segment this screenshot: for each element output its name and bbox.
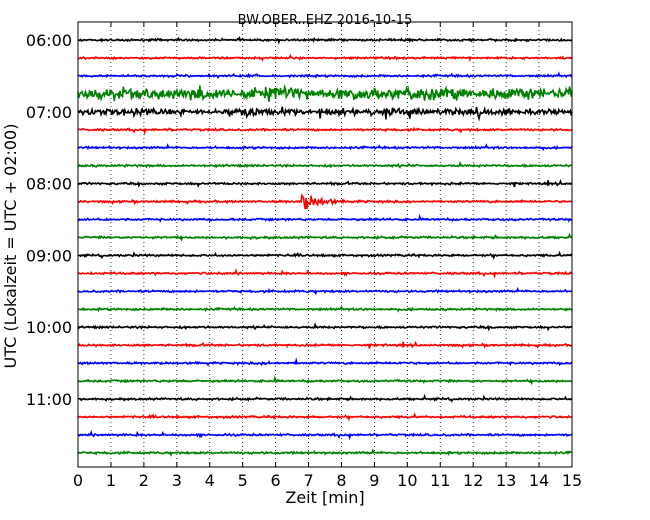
trace-1100 [78, 393, 573, 403]
x-tick-label: 4 [205, 471, 215, 490]
trace-0730 [77, 143, 573, 152]
y-tick-label: 10:00 [26, 318, 72, 337]
trace-0600 [77, 35, 573, 45]
plot-frame [77, 21, 573, 468]
x-tick-label: 8 [336, 471, 346, 490]
y-axis: 06:00 07:00 08:00 09:00 10:00 11:00 [26, 31, 572, 409]
y-tick-label: 11:00 [26, 390, 72, 409]
trace-1030 [77, 357, 573, 367]
x-tick-label: 13 [496, 471, 516, 490]
trace-0630 [77, 71, 573, 79]
y-tick-label: 09:00 [26, 246, 72, 265]
trace-1115 [77, 412, 573, 422]
y-tick-label: 07:00 [26, 103, 72, 122]
x-axis: 0 1 2 3 4 5 6 7 8 9 10 11 12 13 14 15 [73, 22, 582, 490]
x-tick-label: 10 [397, 471, 417, 490]
trace-1015 [77, 340, 573, 349]
x-tick-label: 11 [430, 471, 450, 490]
trace-0915 [77, 268, 573, 280]
traces [77, 35, 573, 457]
trace-0800 [77, 179, 573, 188]
trace-0745 [77, 160, 573, 169]
x-tick-label: 14 [529, 471, 549, 490]
x-tick-label: 2 [139, 471, 149, 490]
trace-0645 [77, 83, 573, 103]
y-axis-label: UTC (Lokalzeit = UTC + 02:00) [1, 124, 20, 369]
y-tick-label: 06:00 [26, 31, 72, 50]
trace-0715 [77, 126, 572, 136]
x-tick-label: 0 [73, 471, 83, 490]
trace-0700 [77, 105, 573, 122]
x-tick-label: 1 [106, 471, 116, 490]
x-tick-label: 12 [463, 471, 483, 490]
trace-0930 [77, 286, 573, 296]
trace-1045 [77, 375, 573, 386]
trace-0945 [77, 304, 573, 313]
x-tick-label: 5 [238, 471, 248, 490]
trace-0900 [77, 250, 573, 260]
chart-title: BW.OBER..EHZ 2016-10-15 [238, 13, 413, 28]
trace-0845 [77, 232, 573, 242]
trace-1000 [77, 322, 573, 332]
y-tick-label: 08:00 [26, 175, 72, 194]
x-tick-label: 15 [562, 471, 582, 490]
x-tick-label: 9 [369, 471, 379, 490]
x-axis-label: Zeit [min] [285, 488, 364, 507]
x-tick-label: 6 [271, 471, 281, 490]
x-tick-label: 3 [172, 471, 182, 490]
x-tick-label: 7 [303, 471, 313, 490]
trace-1145 [77, 448, 573, 457]
trace-0615 [77, 53, 573, 63]
trace-0830 [77, 213, 573, 223]
trace-1130 [77, 429, 573, 441]
trace-0815 [77, 193, 573, 210]
